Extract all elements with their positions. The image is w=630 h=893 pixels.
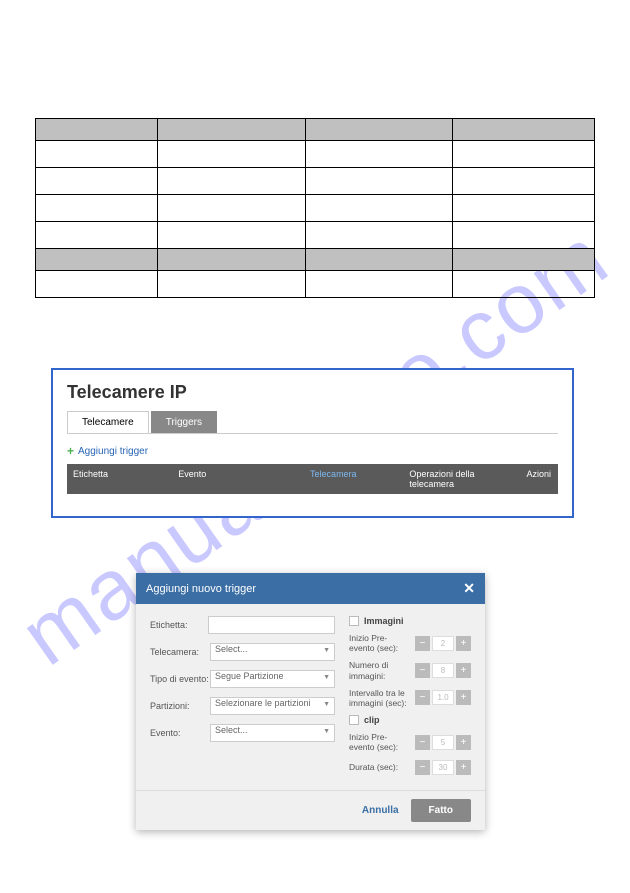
pre-evento-img-value: 2 xyxy=(432,636,454,651)
durata-label: Durata (sec): xyxy=(349,762,409,772)
label-telecamera: Telecamera: xyxy=(150,647,210,657)
minus-button[interactable]: − xyxy=(415,760,430,775)
label-evento: Evento: xyxy=(150,728,210,738)
label-partizioni: Partizioni: xyxy=(150,701,210,711)
durata-value: 30 xyxy=(432,760,454,775)
minus-button[interactable]: − xyxy=(415,690,430,705)
col-etichetta: Etichetta xyxy=(67,464,172,494)
add-trigger-dialog: Aggiungi nuovo trigger ✕ Etichetta: Tele… xyxy=(136,573,485,830)
col-telecamera: Telecamera xyxy=(304,464,403,494)
add-trigger-label: Aggiungi trigger xyxy=(78,446,148,457)
tabs: Telecamere Triggers xyxy=(67,411,558,434)
top-table xyxy=(35,118,595,298)
add-trigger-link[interactable]: + Aggiungi trigger xyxy=(67,444,558,458)
minus-button[interactable]: − xyxy=(415,735,430,750)
pre-evento-clip-label: Inizio Pre-evento (sec): xyxy=(349,732,409,752)
close-icon[interactable]: ✕ xyxy=(463,580,475,597)
telecamera-select[interactable]: Select... xyxy=(210,643,335,661)
pre-evento-img-label: Inizio Pre-evento (sec): xyxy=(349,633,409,653)
ip-cameras-panel: Telecamere IP Telecamere Triggers + Aggi… xyxy=(51,368,574,518)
immagini-label: Immagini xyxy=(364,616,404,626)
dialog-title-bar: Aggiungi nuovo trigger ✕ xyxy=(136,573,485,604)
immagini-checkbox[interactable] xyxy=(349,616,359,626)
label-etichetta: Etichetta: xyxy=(150,620,208,630)
annulla-button[interactable]: Annulla xyxy=(362,805,399,816)
plus-button[interactable]: + xyxy=(456,735,471,750)
tab-telecamere[interactable]: Telecamere xyxy=(67,411,149,433)
numero-img-label: Numero di immagini: xyxy=(349,660,409,680)
minus-button[interactable]: − xyxy=(415,663,430,678)
plus-button[interactable]: + xyxy=(456,760,471,775)
partizioni-select[interactable]: Selezionare le partizioni xyxy=(210,697,335,715)
col-operazioni: Operazioni della telecamera xyxy=(403,464,520,494)
tab-triggers[interactable]: Triggers xyxy=(151,411,217,433)
col-azioni: Azioni xyxy=(520,464,558,494)
grid-header: Etichetta Evento Telecamera Operazioni d… xyxy=(67,464,558,494)
dialog-title: Aggiungi nuovo trigger xyxy=(146,583,256,595)
minus-button[interactable]: − xyxy=(415,636,430,651)
numero-img-value: 8 xyxy=(432,663,454,678)
plus-button[interactable]: + xyxy=(456,690,471,705)
label-tipo-evento: Tipo di evento: xyxy=(150,674,210,684)
clip-checkbox[interactable] xyxy=(349,715,359,725)
plus-button[interactable]: + xyxy=(456,636,471,651)
pre-evento-clip-value: 5 xyxy=(432,735,454,750)
plus-button[interactable]: + xyxy=(456,663,471,678)
intervallo-value: 1.0 xyxy=(432,690,454,705)
col-evento: Evento xyxy=(172,464,304,494)
tipo-evento-select[interactable]: Segue Partizione xyxy=(210,670,335,688)
clip-label: clip xyxy=(364,715,380,725)
panel-title: Telecamere IP xyxy=(67,382,558,403)
plus-icon: + xyxy=(67,444,74,458)
intervallo-label: Intervallo tra le immagini (sec): xyxy=(349,688,409,708)
evento-select[interactable]: Select... xyxy=(210,724,335,742)
etichetta-input[interactable] xyxy=(208,616,335,634)
fatto-button[interactable]: Fatto xyxy=(411,799,471,822)
